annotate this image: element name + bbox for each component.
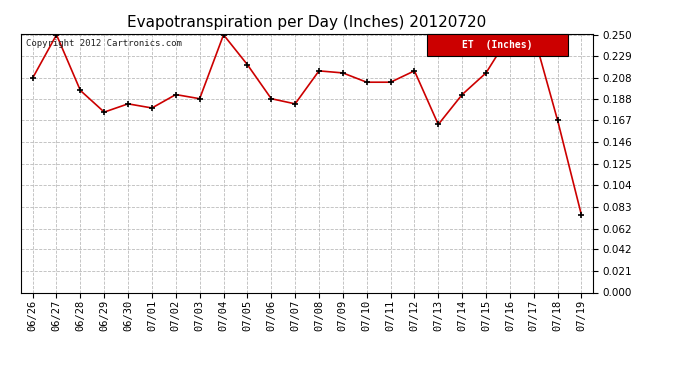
- Bar: [427, 34, 568, 56]
- Text: ET  (Inches): ET (Inches): [462, 40, 533, 50]
- Text: Copyright 2012 Cartronics.com: Copyright 2012 Cartronics.com: [26, 39, 182, 48]
- Title: Evapotranspiration per Day (Inches) 20120720: Evapotranspiration per Day (Inches) 2012…: [128, 15, 486, 30]
